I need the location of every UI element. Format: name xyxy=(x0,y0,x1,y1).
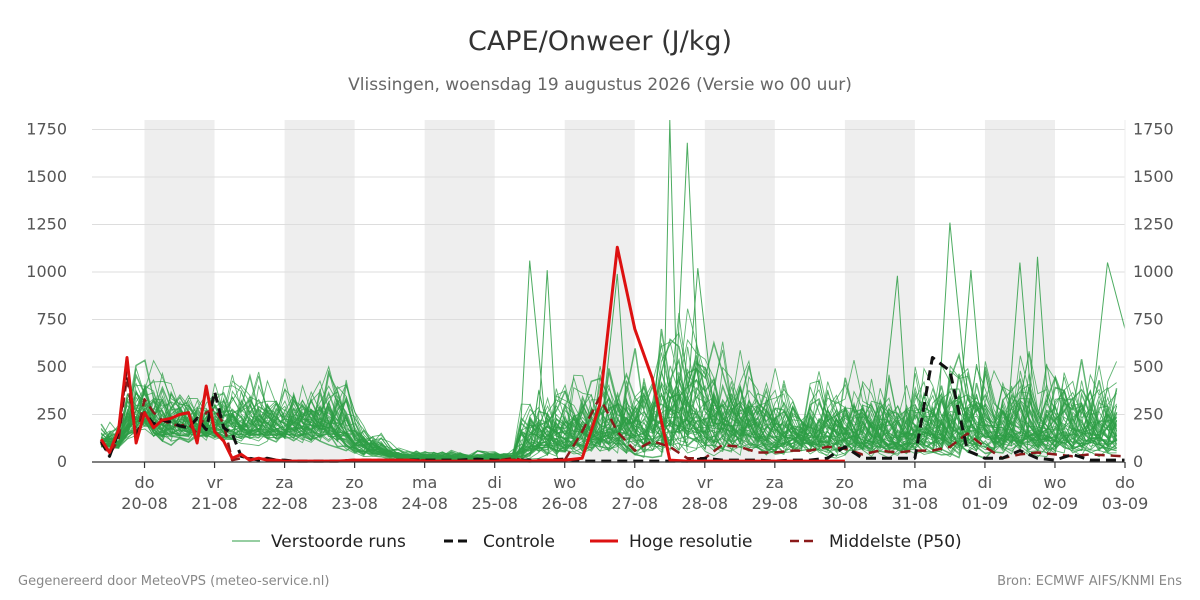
y-tick-label-right: 1500 xyxy=(1133,167,1174,186)
ensemble-member-line xyxy=(662,119,688,453)
axes: 0 0 250 250 500 500 750 750 1000 1000 1250 1250 1500… xyxy=(26,120,1173,514)
ensemble-member-line xyxy=(536,270,559,453)
y-tick-label-left: 250 xyxy=(36,405,67,424)
y-tick-label-left: 500 xyxy=(36,357,67,376)
ensemble-member-line xyxy=(683,268,716,444)
x-tick-date: 24-08 xyxy=(401,494,448,513)
y-tick-label-right: 500 xyxy=(1133,357,1164,376)
shade-band xyxy=(424,120,495,462)
x-tick-weekday: ma xyxy=(412,473,437,492)
ensemble-member-line xyxy=(100,368,1118,461)
footer-source: Bron: ECMWF AIFS/KNMI Ens xyxy=(997,574,1182,589)
chart-title: CAPE/Onweer (J/kg) xyxy=(468,26,732,57)
x-tick-weekday: vr xyxy=(207,473,223,492)
x-tick-date: 01-09 xyxy=(962,494,1009,513)
ensemble-member-line xyxy=(101,363,1118,462)
y-tick-label-right: 1000 xyxy=(1133,262,1174,281)
legend-item-control: Controle xyxy=(444,532,555,552)
x-tick-date: 21-08 xyxy=(191,494,238,513)
chart-subtitle: Vlissingen, woensdag 19 augustus 2026 (V… xyxy=(348,75,852,95)
ensemble-member-line xyxy=(1089,262,1126,425)
ensemble-member-line xyxy=(672,142,702,447)
x-tick-date: 29-08 xyxy=(752,494,799,513)
legend-label: Controle xyxy=(483,532,555,552)
ensemble-member-line xyxy=(879,275,909,444)
x-tick-weekday: di xyxy=(978,473,993,492)
x-tick-weekday: do xyxy=(1115,473,1135,492)
ensemble-member-line xyxy=(101,370,1118,461)
x-tick-weekday: za xyxy=(766,473,784,492)
ensemble-member-line xyxy=(1005,262,1035,444)
x-tick-date: 03-09 xyxy=(1102,494,1149,513)
ensemble-member-line xyxy=(100,361,1118,462)
y-tick-label-right: 750 xyxy=(1133,310,1164,329)
legend-label: Hoge resolutie xyxy=(629,532,753,552)
legend: Verstoorde runs Controle Hoge resolutie Mid… xyxy=(232,532,962,552)
ensemble-member-line xyxy=(1026,256,1049,453)
ensemble-member-line xyxy=(518,260,559,459)
legend-item-ensemble: Verstoorde runs xyxy=(232,532,406,552)
x-tick-weekday: zo xyxy=(346,473,364,492)
x-tick-date: 23-08 xyxy=(331,494,378,513)
ensemble-member-line xyxy=(100,331,1117,460)
y-tick-label-left: 1250 xyxy=(26,215,67,234)
x-tick-weekday: wo xyxy=(1044,473,1067,492)
x-tick-date: 31-08 xyxy=(892,494,939,513)
y-tick-label-left: 1750 xyxy=(26,120,67,139)
legend-label: Verstoorde runs xyxy=(271,532,406,552)
x-tick-weekday: vr xyxy=(697,473,713,492)
y-tick-label-left: 750 xyxy=(36,310,67,329)
ensemble-member-line xyxy=(101,338,1117,461)
legend-label: Middelste (P50) xyxy=(829,532,962,552)
ensemble-member-line xyxy=(100,352,1118,462)
ensemble-lines xyxy=(100,119,1126,463)
x-tick-date: 25-08 xyxy=(471,494,518,513)
x-tick-weekday: wo xyxy=(553,473,576,492)
x-tick-weekday: zo xyxy=(836,473,854,492)
y-tick-label-left: 1000 xyxy=(26,262,67,281)
y-tick-label-left: 0 xyxy=(57,452,67,471)
x-tick-weekday: do xyxy=(135,473,155,492)
x-tick-date: 20-08 xyxy=(121,494,168,513)
x-tick-weekday: za xyxy=(275,473,293,492)
series-line-hoge-resolutie xyxy=(99,245,845,463)
x-tick-date: 26-08 xyxy=(541,494,588,513)
ensemble-member-line xyxy=(956,270,986,444)
x-tick-date: 28-08 xyxy=(682,494,729,513)
ensemble-member-line xyxy=(100,308,1117,460)
y-tick-label-left: 1500 xyxy=(26,167,67,186)
y-tick-label-right: 0 xyxy=(1133,452,1143,471)
y-tick-label-right: 1250 xyxy=(1133,215,1174,234)
x-tick-weekday: ma xyxy=(902,473,927,492)
x-tick-date: 22-08 xyxy=(261,494,308,513)
x-tick-weekday: do xyxy=(625,473,645,492)
legend-item-hires: Hoge resolutie xyxy=(590,532,753,552)
y-tick-label-right: 250 xyxy=(1133,405,1164,424)
x-tick-date: 27-08 xyxy=(612,494,659,513)
ensemble-member-line xyxy=(935,222,979,453)
series-line-controle xyxy=(99,356,1125,463)
x-tick-weekday: di xyxy=(487,473,502,492)
x-tick-date: 30-08 xyxy=(822,494,869,513)
x-tick-date: 02-09 xyxy=(1032,494,1079,513)
main-series xyxy=(99,245,1126,463)
ensemble-member-line xyxy=(599,273,629,444)
legend-item-median: Middelste (P50) xyxy=(790,532,962,552)
footer-generated-by: Gegenereerd door MeteoVPS (meteo-service… xyxy=(18,574,329,589)
y-tick-label-right: 1750 xyxy=(1133,120,1174,139)
